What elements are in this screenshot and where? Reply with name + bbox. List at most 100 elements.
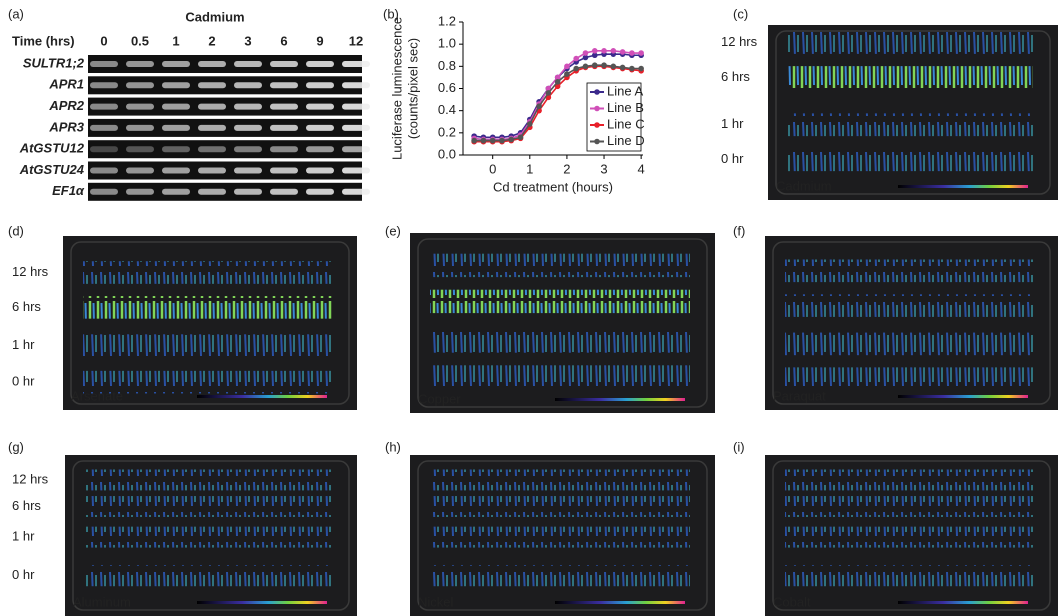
legend-marker (594, 105, 600, 112)
data-point (591, 62, 598, 69)
x-axis-label: Cd treatment (hours) (493, 179, 613, 194)
gel-band (198, 188, 226, 195)
data-point (619, 49, 626, 55)
gel-band (126, 103, 154, 110)
time-point: 0.5 (131, 33, 149, 48)
data-point (536, 103, 542, 110)
seedling-row (430, 289, 690, 314)
seedling-row (788, 31, 1033, 54)
data-point (601, 48, 607, 54)
panel-label: (a) (8, 6, 24, 21)
seedling-row (83, 296, 332, 319)
y-tick-label: 1.0 (438, 36, 456, 51)
gel-band (234, 167, 262, 174)
row-label: 0 hr (12, 567, 35, 582)
time-point: 9 (316, 33, 323, 48)
seedling-row (785, 565, 1033, 587)
gel-band (162, 146, 190, 153)
panel-label: (g) (8, 439, 24, 454)
y-tick-label: 0.0 (438, 146, 456, 161)
gel-band (90, 124, 118, 131)
gel-band (270, 61, 298, 67)
row-label: 1 hr (12, 337, 35, 352)
seedling-row (788, 148, 1033, 172)
time-point: 12 (349, 33, 363, 48)
plate-rim (72, 460, 350, 611)
data-point (610, 63, 617, 70)
gel-band (342, 103, 370, 110)
panel-label: (c) (733, 6, 748, 21)
plate-rim (772, 460, 1051, 611)
gel-band (270, 103, 298, 110)
data-point (591, 52, 598, 59)
gel-band (306, 167, 334, 174)
row-label: 12 hrs (721, 34, 758, 49)
color-scale (898, 185, 1028, 188)
row-label: 6 hrs (721, 69, 750, 84)
gel-band (306, 146, 334, 153)
gel-band (126, 82, 154, 89)
gel-title: Cadmium (185, 9, 244, 24)
gel-band (234, 82, 262, 89)
seedling-row (785, 259, 1033, 283)
data-point (638, 65, 644, 72)
gel-band (342, 124, 370, 131)
legend-label: Line A (607, 83, 643, 98)
color-scale (197, 601, 327, 604)
data-point (582, 63, 589, 70)
color-scale (555, 398, 685, 401)
seedling-row (785, 332, 1033, 356)
seedling-row (83, 334, 332, 357)
gene-name: APR2 (48, 98, 84, 113)
gel-strip (88, 140, 362, 159)
data-point (564, 63, 570, 70)
panel-label: (e) (385, 223, 401, 238)
y-tick-label: 1.2 (438, 13, 456, 28)
row-label: 1 hr (721, 116, 744, 131)
gel-band (270, 188, 298, 195)
data-point (573, 55, 579, 62)
x-tick-label: 2 (563, 161, 570, 176)
gene-name: AtGSTU12 (19, 141, 85, 156)
data-point (601, 62, 607, 69)
gel-band (306, 61, 334, 67)
gel-band (162, 124, 190, 131)
panel-label: (d) (8, 223, 24, 238)
seedling-row (83, 261, 332, 284)
gel-band (90, 103, 118, 110)
gel-band (198, 82, 226, 89)
data-point (619, 64, 626, 71)
panel-label: (i) (733, 439, 745, 454)
gene-name: APR3 (48, 119, 84, 134)
x-tick-label: 0 (489, 161, 496, 176)
panel-label: (h) (385, 439, 401, 454)
treatment-label: Cobalt (773, 594, 811, 609)
gene-name: EF1α (52, 183, 85, 198)
gel-band (270, 82, 298, 89)
gel-band (126, 188, 154, 195)
data-point (582, 50, 589, 56)
data-point (554, 74, 561, 81)
gel-band (90, 167, 118, 174)
row-label: 1 hr (12, 529, 35, 544)
seedling-row (788, 113, 1033, 137)
gel-band (306, 103, 334, 110)
data-point (480, 137, 487, 144)
gel-band (234, 188, 262, 195)
color-scale (898, 395, 1028, 398)
data-point (629, 65, 635, 72)
gel-band (90, 82, 118, 89)
treatment-label: Arsenate (71, 388, 123, 403)
seedling-row (785, 367, 1033, 390)
row-label: 12 hrs (12, 264, 49, 279)
legend-label: Line B (607, 100, 644, 115)
y-tick-label: 0.2 (438, 124, 456, 139)
data-point (591, 48, 598, 54)
seedling-row (430, 526, 690, 548)
time-point: 1 (172, 33, 179, 48)
gel-band (306, 188, 334, 195)
time-point: 0 (100, 33, 107, 48)
gel-band (342, 146, 370, 153)
gel-band (198, 124, 226, 131)
plate-rim (70, 241, 350, 405)
